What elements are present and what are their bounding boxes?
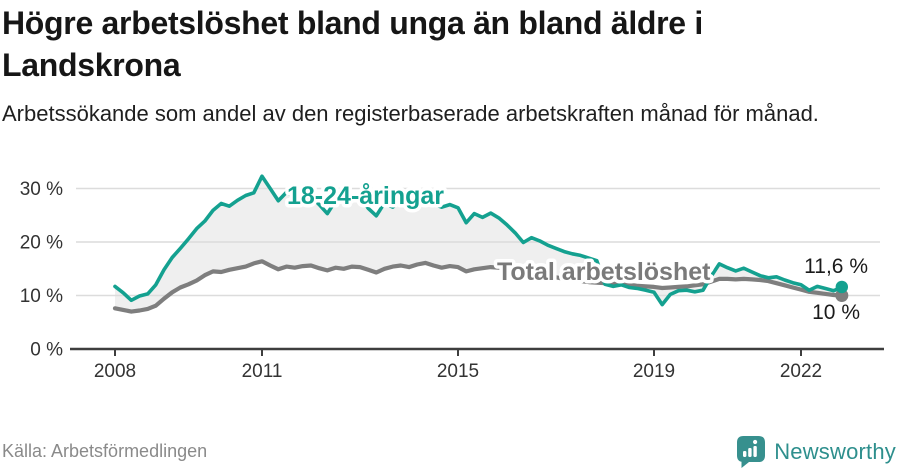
line-total-unemployment: [112, 259, 844, 314]
y-tick-30: 30 %: [20, 179, 63, 200]
x-tick-2011: 2011: [242, 361, 283, 382]
x-tick-2022: 2022: [780, 361, 822, 382]
x-axis: [70, 347, 884, 356]
end-value-total: 10 %: [812, 301, 860, 324]
x-tick-2015: 2015: [437, 361, 479, 382]
series-label-total: Total arbetslöshet: [497, 258, 711, 286]
gridlines: [76, 187, 880, 297]
y-tick-10: 10 %: [20, 286, 63, 307]
chart-subtitle: Arbetssökande som andel av den registerb…: [2, 101, 819, 126]
x-tick-2019: 2019: [633, 361, 675, 382]
series-gap-band: [115, 176, 842, 312]
y-tick-20: 20 %: [20, 233, 63, 254]
newsworthy-logo[interactable]: Newsworthy: [736, 435, 896, 468]
line-young-unemployment: [113, 174, 844, 307]
end-dot-total: [835, 289, 849, 302]
end-dot-young: [835, 280, 849, 294]
x-axis-labels: 2008 2011 2015 2019 2022: [94, 361, 822, 382]
page-title: Högre arbetslöshet bland unga än bland ä…: [2, 5, 703, 83]
series-label-young: 18-24-åringar: [287, 182, 444, 210]
y-tick-0: 0 %: [30, 340, 63, 361]
y-axis-labels: 30 % 20 % 10 % 0 %: [20, 179, 63, 361]
newsworthy-icon: [737, 436, 766, 468]
x-tick-2008: 2008: [94, 361, 136, 382]
end-value-young: 11,6 %: [804, 255, 868, 278]
chart-footer: Källa: Arbetsförmedlingen Newsworthy: [0, 435, 900, 468]
line-chart: 30 % 20 % 10 % 0 % 2008 2011 2015 2019 2…: [20, 174, 884, 382]
source-note: Källa: Arbetsförmedlingen: [2, 441, 208, 461]
newsworthy-wordmark: Newsworthy: [774, 438, 896, 464]
